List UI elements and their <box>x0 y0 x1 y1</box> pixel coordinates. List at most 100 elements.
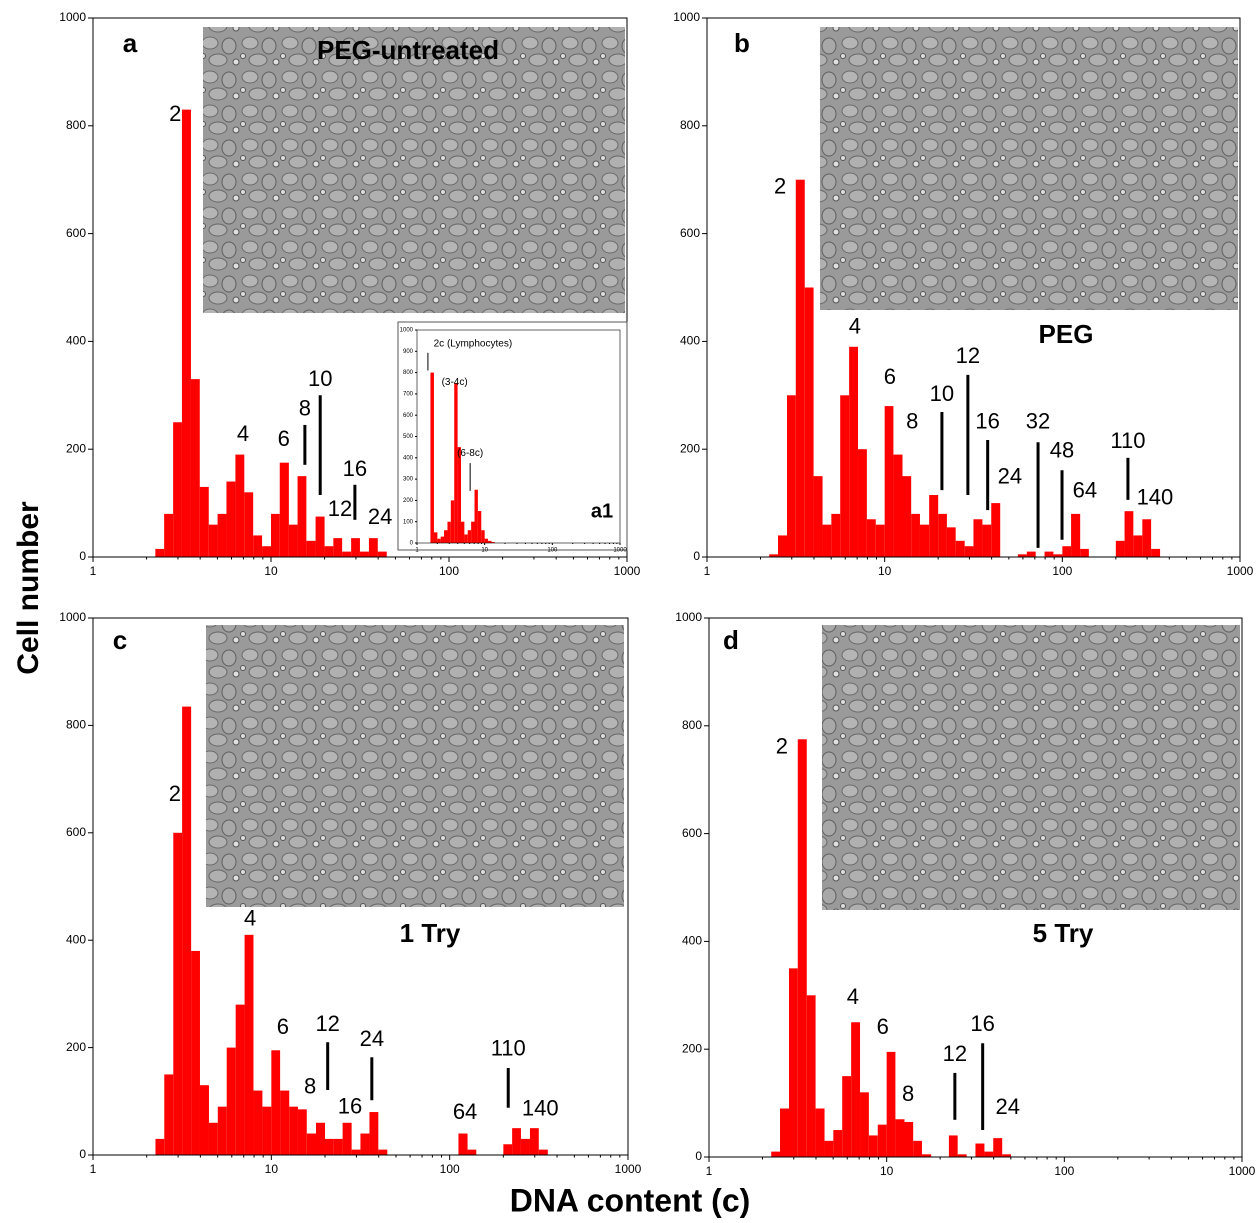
x-tick-label: 10 <box>481 547 488 553</box>
bar <box>481 530 485 543</box>
bar <box>360 1133 370 1155</box>
bar <box>840 395 850 557</box>
bar <box>430 372 434 543</box>
bar <box>938 513 947 557</box>
y-tick-label: 600 <box>66 226 86 240</box>
x-tick-label: 1000 <box>613 547 627 553</box>
panel-letter: b <box>734 28 750 58</box>
bar <box>333 538 343 557</box>
x-tick-label: 1 <box>90 564 97 578</box>
bar <box>868 1135 878 1157</box>
peak-label: 16 <box>970 1011 994 1036</box>
bar <box>1053 554 1063 557</box>
bar <box>173 832 183 1155</box>
peak-label: 2c (Lymphocytes) <box>434 338 513 349</box>
inset-box <box>397 321 628 551</box>
y-tick-label: 800 <box>66 118 86 132</box>
y-tick-label: 200 <box>66 1040 86 1054</box>
micrograph <box>206 625 624 907</box>
bar <box>491 541 495 543</box>
x-tick-label: 10 <box>264 564 278 578</box>
y-tick-label: 0 <box>695 1149 702 1163</box>
y-tick-label: 1000 <box>675 610 702 624</box>
bar <box>297 476 307 557</box>
bar <box>866 519 876 557</box>
peak-label: 4 <box>849 314 861 339</box>
bar <box>877 1124 887 1157</box>
bar <box>454 383 458 543</box>
bar <box>1142 519 1152 557</box>
inset-label: 1 Try <box>400 918 461 948</box>
bar <box>503 1144 513 1155</box>
bar <box>538 1149 548 1155</box>
peak-label: 2 <box>169 781 181 806</box>
y-tick-label: 0 <box>693 549 700 563</box>
bar <box>164 513 174 557</box>
peak-label: 12 <box>943 1041 967 1066</box>
y-tick-label: 800 <box>680 118 700 132</box>
x-tick-label: 10 <box>878 564 892 578</box>
peak-label: 8 <box>906 409 918 434</box>
bar <box>520 1138 530 1155</box>
bar <box>306 1133 316 1155</box>
bar <box>471 521 475 543</box>
bar <box>235 454 245 557</box>
micrograph <box>203 27 625 313</box>
peak-label: 8 <box>902 1081 914 1106</box>
bar <box>778 535 787 557</box>
peak-label: 48 <box>1050 438 1074 463</box>
bar <box>1080 548 1089 557</box>
plot-frame <box>708 617 1243 1158</box>
bar <box>217 513 227 557</box>
bar <box>467 530 472 543</box>
y-axis-title: Cell number <box>12 501 45 675</box>
bar <box>786 395 796 557</box>
bar <box>929 495 939 557</box>
y-tick-label: 1000 <box>400 328 414 334</box>
peak-label: 10 <box>308 366 332 391</box>
bar <box>440 536 445 543</box>
y-tick-label: 200 <box>403 498 414 504</box>
y-tick-label: 600 <box>66 825 86 839</box>
bar <box>226 481 236 557</box>
y-tick-label: 400 <box>66 932 86 946</box>
bar <box>280 1090 290 1155</box>
bar <box>235 1004 245 1155</box>
bar <box>984 1151 994 1157</box>
bar <box>893 454 903 557</box>
bar <box>155 1138 165 1155</box>
bar <box>253 535 263 557</box>
x-tick-label: 100 <box>439 564 459 578</box>
bar <box>351 538 360 557</box>
y-tick-label: 400 <box>680 334 700 348</box>
bar <box>886 1051 896 1157</box>
bar <box>982 524 992 557</box>
bar <box>342 551 352 557</box>
bar <box>1151 548 1161 557</box>
bar <box>1002 1154 1012 1157</box>
bar <box>884 406 894 557</box>
bar <box>289 1106 298 1155</box>
peak-label: 2 <box>774 174 786 199</box>
bar <box>208 1122 218 1155</box>
bar <box>173 422 182 557</box>
bar <box>324 546 334 557</box>
y-tick-label: 200 <box>66 441 86 455</box>
bar <box>1026 551 1036 557</box>
peak-label: 16 <box>975 409 999 434</box>
bar <box>1133 535 1143 557</box>
bar <box>342 1122 352 1155</box>
peak-label: (3-4c) <box>442 377 468 388</box>
bar <box>1071 513 1081 557</box>
bar <box>806 995 816 1157</box>
peak-label: 16 <box>338 1094 362 1119</box>
x-tick-label: 100 <box>1052 564 1072 578</box>
bar <box>464 534 468 543</box>
panel-letter: c <box>113 625 127 655</box>
bar <box>378 1149 388 1155</box>
y-tick-label: 500 <box>403 434 414 440</box>
y-tick-label: 400 <box>66 334 86 348</box>
y-tick-label: 100 <box>403 519 414 525</box>
bar <box>368 538 378 557</box>
micrograph <box>820 27 1238 310</box>
